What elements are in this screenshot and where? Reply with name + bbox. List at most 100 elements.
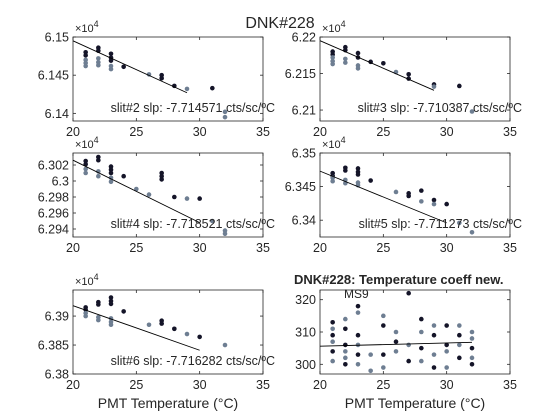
data-point-6-1-0 xyxy=(330,339,335,344)
data-point-2-0-11 xyxy=(457,83,462,89)
data-point-6-0-9 xyxy=(381,352,386,357)
data-point-6-0-8 xyxy=(355,303,361,309)
y-tick-label-1-0: 6.14 xyxy=(45,107,69,121)
y-tick-label-5-0: 6.38 xyxy=(45,368,69,382)
data-point-6-1-2 xyxy=(330,326,335,332)
x-tick-label-4-0: 20 xyxy=(313,241,327,255)
x-tick-label-3-3: 35 xyxy=(256,241,270,255)
subplot-5: 20 25 30 35 6.38 6.385 6.39 ×104 slit#6 slp: -7.… xyxy=(38,272,275,392)
data-point-6-0-15 xyxy=(419,316,424,322)
y-tick-label-3-2: 6.298 xyxy=(38,191,69,205)
data-point-1-1-7 xyxy=(108,66,114,72)
data-point-6-0-3 xyxy=(343,326,348,332)
data-point-3-0-5 xyxy=(108,167,114,173)
data-point-5-0-4 xyxy=(108,295,114,300)
data-point-6-0-18 xyxy=(444,342,449,348)
x-tick-label-3-0: 20 xyxy=(66,241,80,255)
x-tick-label-1-2: 30 xyxy=(193,125,207,139)
data-point-6-1-20 xyxy=(444,349,449,354)
x-axis-label-2: PMT Temperature (°C) xyxy=(345,395,485,411)
data-point-3-0-12 xyxy=(197,196,202,201)
data-point-3-1-5 xyxy=(108,179,114,185)
x-tick-label-1-1: 25 xyxy=(129,125,143,139)
data-point-1-1-10 xyxy=(222,109,228,115)
slope-annotation-1: slit#2 slp: -7.714571 cts/sc/ºC xyxy=(111,101,275,115)
x-tick-label-3-1: 25 xyxy=(129,241,143,255)
data-point-2-0-4 xyxy=(355,50,361,56)
data-point-6-0-23 xyxy=(469,362,475,367)
data-point-6-0-10 xyxy=(381,323,386,328)
data-point-3-1-9 xyxy=(210,218,215,224)
data-point-6-0-11 xyxy=(393,339,399,344)
data-point-6-1-13 xyxy=(393,329,399,335)
data-point-2-1-8 xyxy=(431,84,437,89)
figure-title: DNK#228 xyxy=(245,15,314,32)
data-point-6-1-12 xyxy=(381,365,386,370)
x-tick-label-6-2: 30 xyxy=(440,378,454,392)
data-point-4-0-9 xyxy=(406,193,411,199)
data-point-6-1-4 xyxy=(343,316,348,322)
data-point-4-1-7 xyxy=(419,199,424,204)
data-point-6-0-14 xyxy=(419,345,424,351)
data-point-6-0-6 xyxy=(355,352,361,357)
y-tick-label-3-3: 6.3 xyxy=(52,175,69,189)
data-point-3-0-0 xyxy=(83,158,88,164)
data-point-3-0-2 xyxy=(96,154,101,160)
data-point-6-1-1 xyxy=(330,358,335,364)
data-point-3-1-7 xyxy=(146,192,152,197)
data-point-5-1-7 xyxy=(146,322,152,328)
data-point-6-1-26 xyxy=(469,329,475,335)
data-point-6-0-21 xyxy=(457,332,462,338)
data-point-1-0-11 xyxy=(210,85,215,91)
y-tick-label-3-0: 6.294 xyxy=(38,223,69,237)
scatter-points-3 xyxy=(83,154,228,237)
data-point-4-0-4 xyxy=(355,166,361,171)
data-point-1-1-2 xyxy=(83,63,88,69)
x-tick-label-5-0: 20 xyxy=(66,378,80,392)
data-point-3-0-1 xyxy=(83,161,88,167)
fit-line-6 xyxy=(319,341,473,347)
data-point-2-1-9 xyxy=(469,109,475,114)
x-tick-label-2-2: 30 xyxy=(440,125,454,139)
data-point-6-1-10 xyxy=(368,352,373,357)
data-point-6-1-17 xyxy=(419,329,424,335)
data-point-6-0-17 xyxy=(431,365,437,370)
data-point-3-0-7 xyxy=(121,173,126,179)
data-point-4-1-10 xyxy=(469,229,475,235)
data-point-6-1-3 xyxy=(343,349,348,354)
x-tick-label-1-0: 20 xyxy=(66,125,80,139)
data-point-5-0-6 xyxy=(108,301,114,307)
data-point-2-1-2 xyxy=(330,61,335,67)
data-point-6-0-5 xyxy=(343,362,348,367)
x-axis-label-1: PMT Temperature (°C) xyxy=(98,395,238,411)
x-tick-label-2-3: 35 xyxy=(503,125,517,139)
data-point-6-0-1 xyxy=(330,332,335,338)
axes-box-2 xyxy=(319,36,511,122)
data-point-6-0-13 xyxy=(406,290,411,296)
data-point-6-0-0 xyxy=(330,320,335,325)
data-point-3-0-10 xyxy=(159,177,164,182)
data-point-5-1-1 xyxy=(83,313,88,319)
data-point-3-1-11 xyxy=(222,231,228,237)
y-tick-label-1-1: 6.145 xyxy=(38,69,69,83)
y-tick-label-2-2: 6.22 xyxy=(292,31,316,45)
data-point-3-1-6 xyxy=(134,186,139,192)
data-point-5-0-9 xyxy=(159,321,164,326)
data-point-2-0-7 xyxy=(381,60,386,66)
data-point-6-0-19 xyxy=(444,323,449,328)
scatter-points-4 xyxy=(330,165,475,235)
fit-line-1 xyxy=(72,40,188,94)
x-tick-label-4-3: 35 xyxy=(503,241,517,255)
data-point-1-0-9 xyxy=(159,75,164,81)
fit-line-2 xyxy=(319,40,435,91)
series-label-6: MS9 xyxy=(344,287,369,301)
slope-annotation-3: slit#4 slp: -7.718521 cts/sc/ºC xyxy=(111,217,275,231)
data-point-1-1-5 xyxy=(96,62,101,68)
data-point-4-0-3 xyxy=(343,168,348,173)
y-tick-label-5-2: 6.39 xyxy=(45,310,69,324)
y-tick-label-4-1: 6.345 xyxy=(285,180,316,194)
subplot-1: 20 25 30 35 6.14 6.145 6.15 ×104 slit#2 slp: -7.… xyxy=(38,19,275,139)
scatter-points-6 xyxy=(330,290,475,374)
fit-line-3 xyxy=(72,159,200,224)
data-point-5-1-8 xyxy=(184,331,190,337)
